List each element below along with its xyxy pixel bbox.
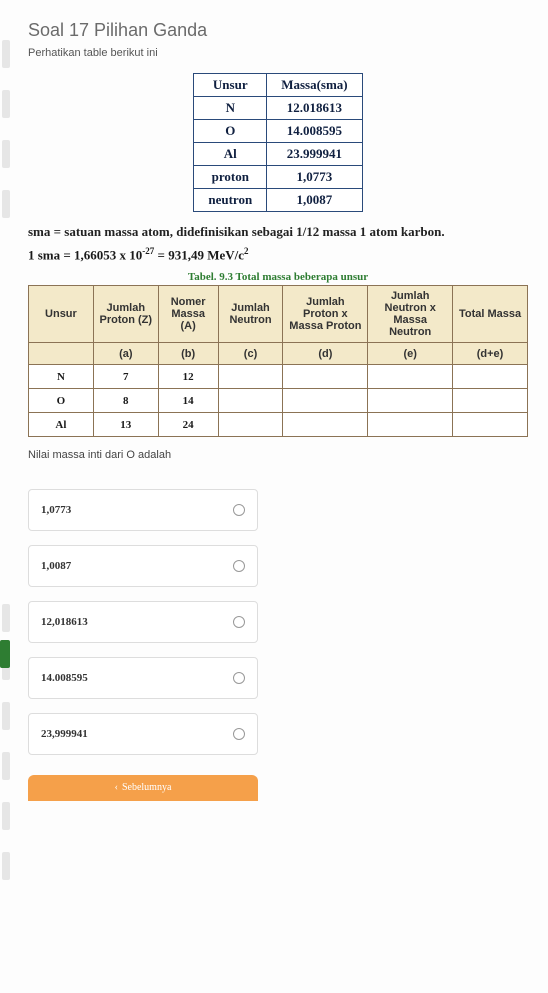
big-table-subheader: (b) [158, 343, 218, 365]
answer-option[interactable]: 1,0773 [28, 489, 258, 531]
big-table-header: Nomer Massa (A) [158, 286, 218, 343]
mass-table-cell: Al [194, 143, 267, 166]
quiz-page: Soal 17 Pilihan Ganda Perhatikan table b… [0, 0, 548, 993]
mass-table-cell: 14.008595 [267, 120, 362, 143]
progress-tick [2, 752, 10, 780]
big-table-header: Unsur [29, 286, 94, 343]
answer-option-label: 1,0087 [41, 560, 71, 572]
radio-icon [233, 672, 245, 684]
answer-option[interactable]: 14.008595 [28, 657, 258, 699]
table-row: Al1324 [29, 413, 528, 437]
answer-options: 1,0773 1,0087 12,018613 14.008595 23,999941 [28, 489, 258, 755]
answer-option[interactable]: 23,999941 [28, 713, 258, 755]
mass-table-header: Massa(sma) [267, 74, 362, 97]
mass-table-cell: 23.999941 [267, 143, 362, 166]
big-table-subheader [29, 343, 94, 365]
progress-tick-current [0, 640, 10, 668]
big-table-cell: 24 [158, 413, 218, 437]
big-table-cell [453, 365, 528, 389]
answer-option-label: 12,018613 [41, 616, 88, 628]
mass-table-cell: 12.018613 [267, 97, 362, 120]
big-table-header: Total Massa [453, 286, 528, 343]
mass-table-cell: O [194, 120, 267, 143]
mass-table-cell: N [194, 97, 267, 120]
formula-exp2: 2 [244, 246, 249, 256]
big-table-header: Jumlah Neutron x Massa Neutron [368, 286, 453, 343]
big-table-cell [283, 413, 368, 437]
definition-text: sma = satuan massa atom, didefinisikan s… [28, 224, 528, 240]
big-table-cell [218, 389, 283, 413]
previous-button-label: Sebelumnya [122, 782, 171, 793]
big-table-cell: 13 [93, 413, 158, 437]
formula-mid: = 931,49 MeV/c [154, 247, 244, 262]
formula-text: 1 sma = 1,66053 x 10-27 = 931,49 MeV/c2 [28, 246, 528, 263]
radio-icon [233, 616, 245, 628]
chevron-left-icon: ‹ [115, 775, 118, 801]
answer-option-label: 23,999941 [41, 728, 88, 740]
big-table-subheader: (d+e) [453, 343, 528, 365]
answer-option[interactable]: 12,018613 [28, 601, 258, 643]
table-row: O814 [29, 389, 528, 413]
previous-button[interactable]: ‹ Sebelumnya [28, 775, 258, 801]
big-table-cell: 7 [93, 365, 158, 389]
radio-icon [233, 560, 245, 572]
big-table-header: Jumlah Neutron [218, 286, 283, 343]
big-table-cell: 14 [158, 389, 218, 413]
big-table-header: Jumlah Proton x Massa Proton [283, 286, 368, 343]
progress-tick [2, 140, 10, 168]
big-table-subheader: (a) [93, 343, 158, 365]
mass-table-cell: proton [194, 166, 267, 189]
big-table-caption: Tabel. 9.3 Total massa beberapa unsur [28, 271, 528, 283]
big-table-subheader: (c) [218, 343, 283, 365]
mass-table-cell: 1,0773 [267, 166, 362, 189]
mass-table-cell: neutron [194, 189, 267, 212]
big-table-cell [283, 365, 368, 389]
progress-tick [2, 702, 10, 730]
radio-icon [233, 728, 245, 740]
progress-tick [2, 604, 10, 632]
big-table-cell: 12 [158, 365, 218, 389]
big-table-cell [283, 389, 368, 413]
big-table-subheader: (e) [368, 343, 453, 365]
left-tick-column [0, 0, 14, 993]
big-table-header: Jumlah Proton (Z) [93, 286, 158, 343]
big-table-cell [218, 413, 283, 437]
mass-table: Unsur Massa(sma) N12.018613O14.008595Al2… [193, 73, 362, 212]
big-table-cell [368, 365, 453, 389]
table-row: N712 [29, 365, 528, 389]
question-title: Soal 17 Pilihan Ganda [28, 20, 532, 41]
big-table-cell [368, 389, 453, 413]
radio-icon [233, 504, 245, 516]
progress-tick [2, 190, 10, 218]
big-table-cell: Al [29, 413, 94, 437]
big-table-cell [368, 413, 453, 437]
progress-tick [2, 40, 10, 68]
progress-tick [2, 802, 10, 830]
big-table-cell [218, 365, 283, 389]
big-table-cell: N [29, 365, 94, 389]
question-prompt: Nilai massa inti dari O adalah [28, 449, 528, 461]
formula-prefix: 1 sma = 1,66053 x 10 [28, 247, 142, 262]
big-table-subheader: (d) [283, 343, 368, 365]
progress-tick [2, 852, 10, 880]
big-table: UnsurJumlah Proton (Z)Nomer Massa (A)Jum… [28, 285, 528, 437]
answer-option[interactable]: 1,0087 [28, 545, 258, 587]
big-table-cell: 8 [93, 389, 158, 413]
mass-table-cell: 1,0087 [267, 189, 362, 212]
answer-option-label: 1,0773 [41, 504, 71, 516]
mass-table-header: Unsur [194, 74, 267, 97]
question-body: Unsur Massa(sma) N12.018613O14.008595Al2… [28, 73, 528, 801]
big-table-cell: O [29, 389, 94, 413]
big-table-cell [453, 413, 528, 437]
formula-exp: -27 [142, 246, 154, 256]
question-subtitle: Perhatikan table berikut ini [28, 47, 532, 59]
answer-option-label: 14.008595 [41, 672, 88, 684]
progress-tick [2, 90, 10, 118]
big-table-cell [453, 389, 528, 413]
